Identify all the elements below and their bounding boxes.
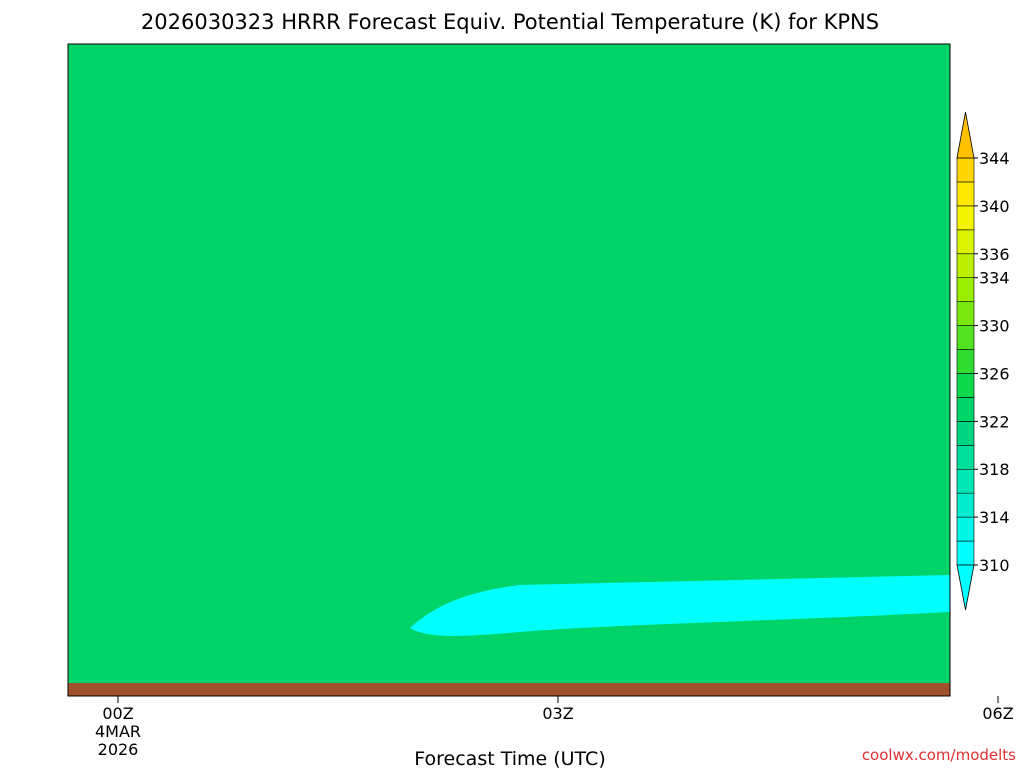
date-label-month: 4MAR — [95, 722, 141, 741]
colorbar-tick-label: 334 — [979, 269, 1010, 288]
colorbar-tick-label: 310 — [979, 556, 1010, 575]
ground-strip — [68, 683, 950, 696]
date-label-year: 2026 — [98, 740, 139, 759]
colorbar-tick-label: 314 — [979, 508, 1010, 527]
colorbar-tick-label: 326 — [979, 364, 1010, 383]
colorbar-tick-label: 318 — [979, 460, 1010, 479]
colorbar-segment — [956, 397, 975, 422]
colorbar-top-arrow — [956, 111, 975, 159]
colorbar-tick-label: 340 — [979, 197, 1010, 216]
x-tick-label: 00Z — [102, 704, 133, 723]
plot-frame — [67, 43, 951, 697]
colorbar-segment — [956, 253, 975, 279]
x-tick-label: 06Z — [982, 704, 1013, 723]
colorbar-tick-label: 344 — [979, 149, 1010, 168]
colorbar-segment — [956, 157, 975, 183]
x-axis-label: Forecast Time (UTC) — [414, 748, 605, 768]
colorbar-segment — [956, 492, 975, 518]
colorbar-segment — [956, 468, 975, 494]
colorbar-tick-label: 336 — [979, 245, 1010, 264]
colorbar-segment — [956, 229, 975, 255]
colorbar-segment — [956, 373, 975, 398]
colorbar-segment — [956, 181, 975, 207]
colorbar-bottom-arrow — [956, 564, 975, 611]
colorbar-segment — [956, 516, 975, 542]
colorbar-segment — [956, 444, 975, 470]
colorbar-segment — [956, 421, 975, 446]
colorbar-segment — [956, 349, 975, 374]
chart-title: 2026030323 HRRR Forecast Equiv. Potentia… — [141, 10, 879, 34]
colorbar-segment — [956, 205, 975, 231]
colorbar-segment — [956, 277, 975, 302]
fill-band — [410, 575, 950, 636]
colorbar-tick-label: 330 — [979, 317, 1010, 336]
colorbar-segment — [956, 540, 975, 566]
colorbar-segment — [956, 301, 975, 326]
x-tick-label: 03Z — [542, 704, 573, 723]
colorbar-tick-label: 322 — [979, 412, 1010, 431]
credit-link[interactable]: coolwx.com/modelts — [862, 746, 1016, 764]
colorbar-segment — [956, 325, 975, 350]
